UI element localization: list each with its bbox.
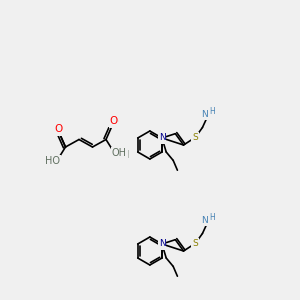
- Text: H: H: [209, 213, 214, 222]
- Text: S: S: [193, 133, 198, 142]
- Text: O: O: [49, 157, 57, 167]
- Text: H: H: [122, 149, 129, 160]
- Text: N: N: [159, 134, 165, 142]
- Text: NH: NH: [201, 216, 214, 225]
- Text: O: O: [54, 124, 61, 134]
- Text: O: O: [115, 149, 122, 160]
- Text: O: O: [54, 124, 63, 134]
- Text: NH: NH: [201, 110, 214, 119]
- Text: O: O: [109, 116, 117, 126]
- Text: S: S: [193, 239, 198, 248]
- Text: HO: HO: [44, 156, 59, 166]
- Text: OH: OH: [112, 148, 127, 158]
- Text: H: H: [209, 107, 214, 116]
- Text: N: N: [159, 239, 165, 248]
- Text: H: H: [42, 157, 50, 167]
- Text: O: O: [110, 117, 118, 127]
